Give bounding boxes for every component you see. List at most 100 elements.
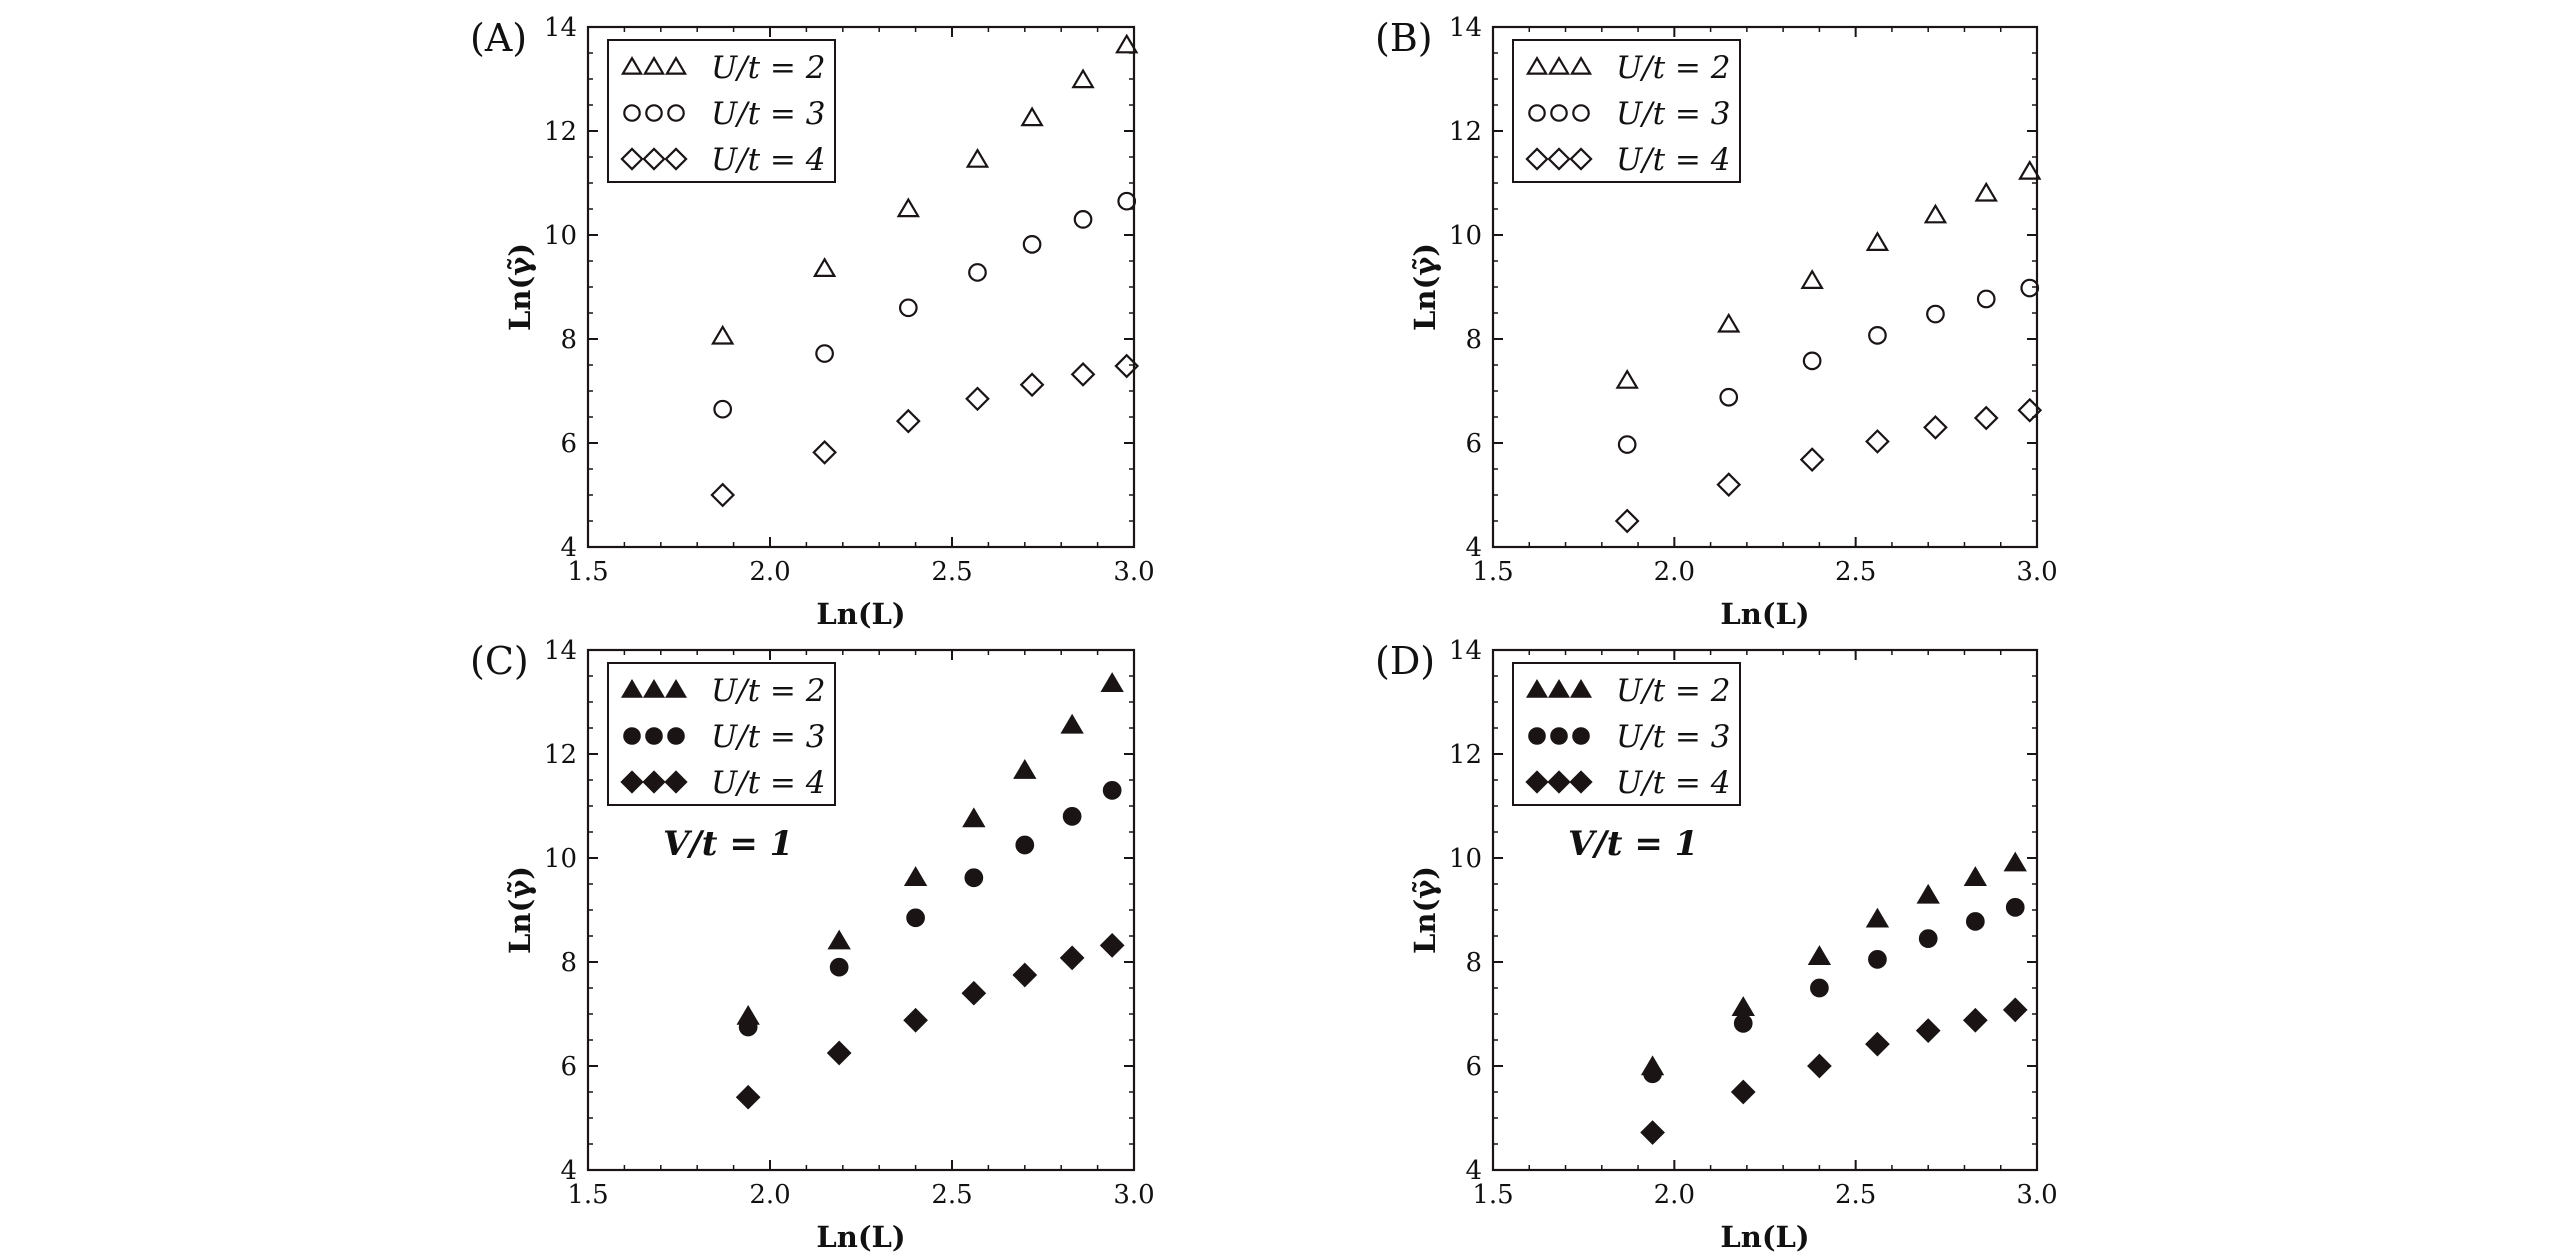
legend-label: U/t = 2 (711, 673, 825, 709)
annotation-text: V/t = 1 (1568, 824, 1698, 864)
legend: U/t = 2 U/t = 3 U/t = 4 (1512, 39, 1741, 183)
data-point-diamond (1614, 508, 1640, 534)
data-point-circle (1102, 781, 1122, 800)
legend-label: U/t = 4 (711, 142, 825, 178)
data-point-circle (1719, 387, 1739, 407)
data-point-triangle (1071, 68, 1095, 89)
legend: U/t = 2 U/t = 3 U/t = 4 (607, 662, 836, 806)
x-tick-label: 1.5 (1472, 1180, 1513, 1210)
data-point-circle (898, 298, 918, 318)
data-point-circle (713, 399, 733, 419)
y-tick-label: 12 (544, 740, 577, 770)
legend-marker-diamond (620, 147, 644, 171)
legend-marker-triangle (620, 679, 644, 698)
data-point-diamond (2002, 997, 2028, 1023)
data-point-circle (1062, 807, 1082, 826)
panel-b: 1.5 2.0 2.5 3.0 4 6 8 10 12 14 Ln(L) Ln(γ̃) (B) U/t =… (1375, 13, 2058, 631)
panel-d: 1.5 2.0 2.5 3.0 4 6 8 10 12 14 Ln(L) Ln(γ̃) (D) U/t =… (1375, 636, 2058, 1254)
data-point-circle (1810, 978, 1829, 998)
legend-marker-diamond (664, 770, 688, 794)
data-point-triangle (1060, 713, 1084, 734)
legend-marker-diamond (1569, 147, 1593, 171)
x-tick-label: 2.0 (749, 1180, 790, 1210)
panel-c: 1.5 2.0 2.5 3.0 4 6 8 10 12 14 Ln(L) Ln(γ̃) (C) U/t =… (470, 636, 1155, 1254)
legend-marker-circle (667, 104, 685, 122)
legend-marker-triangle (664, 679, 688, 698)
data-point-triangle (896, 197, 920, 218)
legend-label: U/t = 3 (1616, 96, 1730, 132)
legend-marker-diamond (1547, 770, 1571, 794)
legend-marker-triangle (620, 56, 644, 75)
legend-marker-circle (1572, 727, 1590, 745)
data-point-triangle (1807, 945, 1832, 965)
legend-marker-circle (1572, 104, 1590, 122)
y-tick-label: 14 (544, 636, 577, 666)
data-point-circle (968, 263, 987, 282)
y-tick-label: 12 (1449, 740, 1482, 770)
x-axis-label: Ln(L) (1720, 597, 1809, 631)
data-point-triangle (965, 147, 990, 168)
data-point-diamond (2017, 397, 2043, 423)
data-point-circle (1022, 235, 1042, 254)
x-tick-label: 3.0 (2016, 557, 2057, 587)
y-axis-label: Ln(γ̃) (1408, 243, 1442, 331)
x-axis-label: Ln(L) (816, 1220, 905, 1254)
data-point-triangle (711, 324, 735, 345)
data-point-diamond (1799, 447, 1825, 472)
legend-marker-circle (623, 104, 641, 122)
legend-marker-circle (645, 727, 663, 745)
panel-label: (C) (470, 639, 529, 683)
data-point-triangle (1717, 312, 1741, 333)
data-point-diamond (903, 1007, 928, 1033)
data-point-circle (2020, 278, 2040, 298)
panel-label: (B) (1375, 16, 1433, 60)
data-point-diamond (1640, 1120, 1665, 1145)
x-tick-label: 3.0 (2016, 1180, 2057, 1210)
data-point-diamond (1012, 962, 1038, 988)
data-point-diamond (812, 440, 837, 465)
data-point-diamond (1973, 405, 1999, 431)
y-tick-label: 12 (544, 117, 577, 147)
y-tick-label: 8 (560, 948, 577, 978)
y-tick-label: 4 (1465, 1156, 1482, 1186)
data-point-circle (1643, 1064, 1662, 1084)
data-point-triangle (1731, 996, 1755, 1016)
data-point-triangle (962, 807, 986, 828)
legend-marker-diamond (620, 770, 644, 794)
data-point-circle (815, 344, 834, 363)
data-point-circle (1015, 835, 1035, 855)
data-point-diamond (1099, 933, 1125, 958)
legend-marker-triangle (1569, 679, 1593, 698)
data-point-diamond (1915, 1018, 1941, 1043)
legend-marker-circle (1550, 727, 1568, 745)
y-tick-label: 4 (1465, 533, 1482, 563)
y-tick-label: 10 (544, 221, 577, 251)
legend-marker-diamond (642, 147, 666, 171)
data-point-diamond (1070, 362, 1096, 387)
legend-label: U/t = 2 (1616, 673, 1730, 709)
data-point-diamond (1716, 472, 1742, 497)
data-point-triangle (1115, 33, 1139, 54)
data-point-triangle (1800, 269, 1824, 289)
data-point-triangle (2003, 851, 2027, 872)
data-point-triangle (1916, 883, 1940, 904)
y-axis-label: Ln(γ̃) (503, 866, 537, 954)
data-point-circle (1117, 191, 1137, 211)
legend-marker-triangle (642, 56, 666, 75)
x-axis-label: Ln(L) (1720, 1220, 1809, 1254)
y-tick-label: 10 (1449, 221, 1482, 251)
data-point-diamond (895, 408, 921, 434)
legend-marker-triangle (1547, 56, 1571, 75)
data-point-circle (1868, 950, 1887, 969)
data-point-diamond (735, 1084, 761, 1110)
x-tick-label: 2.5 (1835, 1180, 1876, 1210)
legend: U/t = 2 U/t = 3 U/t = 4 (607, 39, 836, 183)
legend-marker-triangle (1525, 56, 1549, 75)
data-point-circle (906, 908, 925, 928)
legend-marker-circle (623, 727, 641, 745)
legend-marker-diamond (1569, 770, 1593, 794)
data-point-diamond (1807, 1053, 1832, 1079)
x-tick-label: 3.0 (1113, 1180, 1154, 1210)
data-point-diamond (1019, 372, 1045, 398)
